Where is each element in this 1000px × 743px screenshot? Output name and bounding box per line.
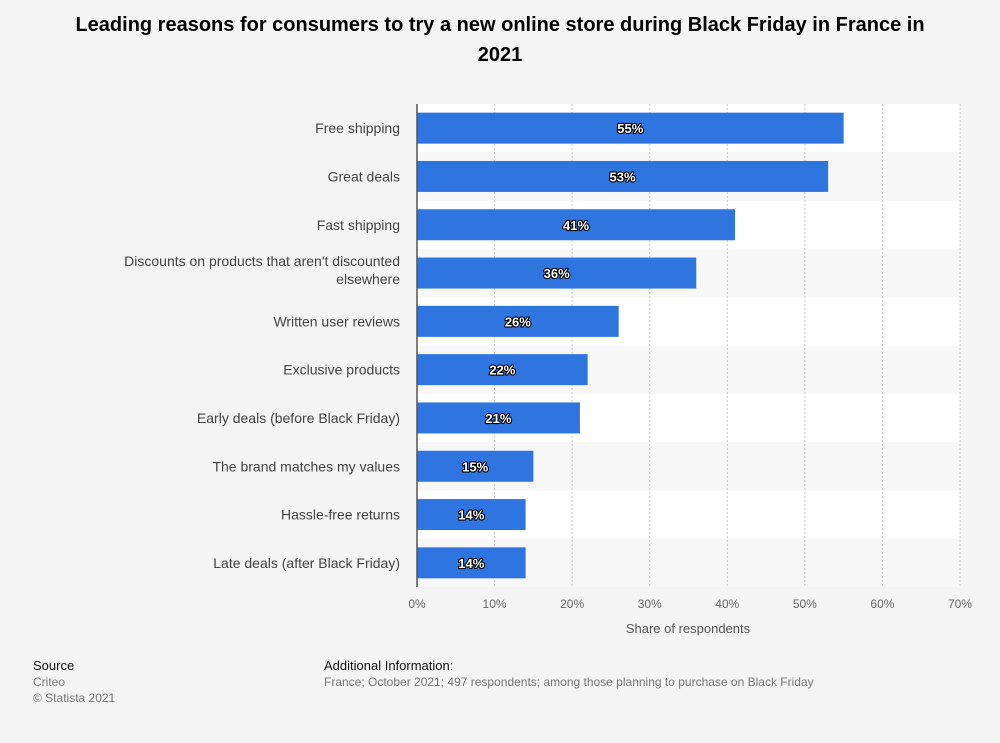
x-tick-label: 0% [408, 597, 426, 611]
x-tick-label: 20% [560, 597, 584, 611]
bar[interactable] [417, 257, 697, 289]
bar[interactable] [417, 499, 526, 531]
category-label: Early deals (before Black Friday) [197, 410, 400, 426]
bar[interactable] [417, 547, 526, 579]
copyright: © Statista 2021 [33, 691, 116, 705]
bar[interactable] [417, 402, 580, 434]
bar-value-label: 22% [489, 363, 515, 378]
bar[interactable] [417, 450, 534, 482]
bar-value-label: 53% [610, 169, 636, 184]
category-label: Fast shipping [317, 217, 400, 233]
bar[interactable] [417, 354, 588, 386]
x-axis-label: Share of respondents [626, 621, 751, 636]
bar[interactable] [417, 305, 619, 337]
additional-info-block: Additional Information: France; October … [324, 658, 814, 690]
source-block: Source Criteo © Statista 2021 [33, 658, 115, 706]
category-labels: Free shipping Great deals Fast shipping Dis… [124, 120, 400, 571]
bar-value-label: 36% [544, 266, 570, 281]
bar-value-label: 14% [458, 556, 484, 571]
x-tick-label: 50% [793, 597, 817, 611]
bar-value-label: 41% [563, 218, 589, 233]
source-name[interactable]: Criteo [33, 675, 66, 689]
bar[interactable] [417, 160, 829, 192]
category-label: Written user reviews [273, 313, 400, 329]
bar-value-label: 15% [462, 459, 488, 474]
category-label: Great deals [328, 168, 400, 184]
category-label: Exclusive products [283, 362, 400, 378]
bar-value-label: 26% [505, 314, 531, 329]
x-tick-label: 60% [870, 597, 894, 611]
bar-value-label: 55% [617, 121, 643, 136]
bar[interactable] [417, 112, 844, 144]
x-tick-labels: 0% 10% 20% 30% 40% 50% 60% 70% [408, 597, 972, 611]
x-tick-label: 30% [638, 597, 662, 611]
category-label: The brand matches my values [212, 458, 400, 474]
additional-info-heading: Additional Information: [324, 658, 454, 673]
bar-value-label: 14% [458, 508, 484, 523]
chart-title: Leading reasons for consumers to try a n… [75, 14, 925, 66]
additional-info-text: France; October 2021; 497 respondents; a… [324, 675, 814, 689]
bar-value-label: 21% [485, 411, 511, 426]
category-label: Free shipping [315, 120, 400, 136]
bars: 55% 53% 41% 36% 26% 22% 21% 15% 14% 14% [417, 112, 844, 579]
x-tick-label: 70% [948, 597, 972, 611]
category-label: Hassle-free returns [281, 507, 400, 523]
source-heading: Source [33, 658, 75, 673]
bar[interactable] [417, 209, 736, 241]
x-tick-label: 40% [715, 597, 739, 611]
category-label: Late deals (after Black Friday) [213, 555, 400, 571]
x-tick-label: 10% [483, 597, 507, 611]
category-label: Discounts on products that aren't discou… [124, 253, 400, 287]
